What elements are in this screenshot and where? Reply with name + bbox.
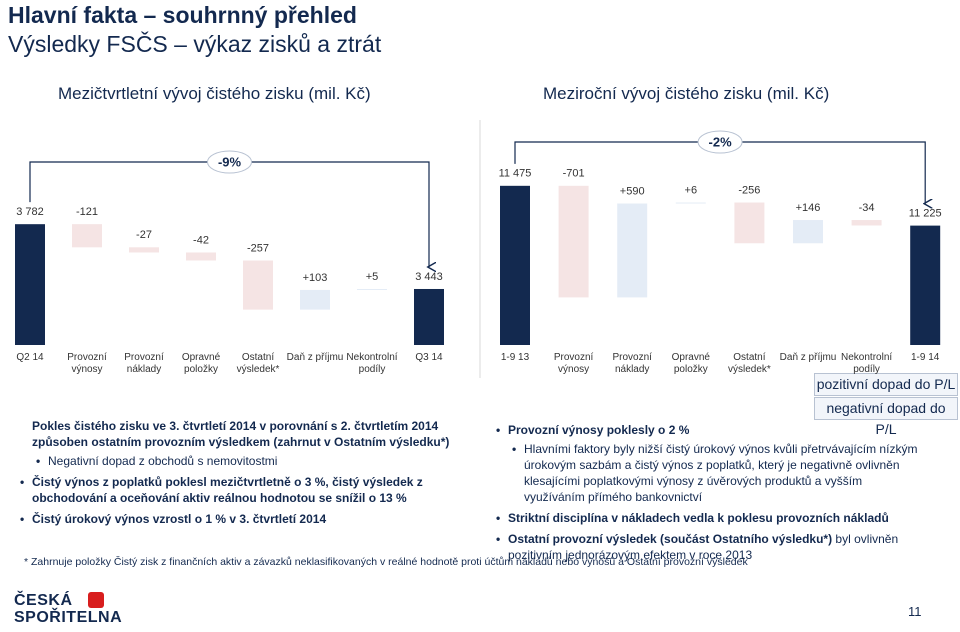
category-label: Provozní náklady [612, 352, 652, 375]
category-label: Daň z příjmu [779, 352, 837, 363]
bar [617, 203, 648, 298]
value-label: 3 443 [415, 271, 443, 283]
bar [734, 202, 765, 244]
bar [414, 288, 444, 345]
category-label: Nekontrolní podíly [346, 352, 398, 375]
bullet-text: Striktní disciplína v nákladech vedla k … [508, 511, 889, 525]
logo-line: ČESKÁ [14, 592, 73, 609]
category-label: Nekontrolní podíly [841, 352, 893, 375]
bullet-text: Ostatní provozní výsledek (součást Ostat… [508, 532, 833, 546]
annotation-badge [207, 150, 252, 174]
chart-title: Meziroční vývoj čistého zisku (mil. Kč) [543, 84, 830, 103]
value-label: +5 [366, 271, 379, 283]
category-label: Ostatní výsledek* [727, 352, 771, 375]
bullet-text: Provozní výnosy poklesly o 2 % [508, 423, 690, 437]
notes-left: Pokles čistého zisku ve 3. čtvrtletí 201… [20, 413, 452, 529]
annotation-badge [697, 130, 743, 154]
category-label: Q3 14 [415, 352, 443, 363]
bar [186, 252, 216, 261]
value-label: +103 [303, 272, 328, 284]
bar [558, 185, 589, 298]
bar [15, 224, 45, 345]
category-label: Provozní náklady [124, 352, 164, 375]
bullet-item: Pokles čistého zisku ve 3. čtvrtletí 201… [32, 418, 452, 450]
category-label: Opravné položky [181, 352, 221, 375]
bar [243, 260, 273, 310]
annotation: -2% [709, 134, 733, 149]
category-label: 1-9 14 [911, 352, 940, 363]
bullet-item: Striktní disciplína v nákladech vedla k … [496, 510, 918, 526]
notes-right: Provozní výnosy poklesly o 2 % Hlavními f… [496, 417, 918, 565]
bar [500, 185, 530, 345]
bar [793, 220, 823, 244]
logo: ČESKÁ SPOŘITELNA [14, 592, 122, 626]
category-label: Q2 14 [16, 352, 44, 363]
value-label: -257 [247, 242, 269, 254]
bullet-item: Čistý výnos z poplatků poklesl mezičtvrt… [20, 474, 452, 506]
category-label: Daň z příjmu [286, 352, 344, 363]
value-label: +6 [685, 184, 698, 196]
value-label: 11 225 [909, 208, 942, 220]
bullet-text: Čistý úrokový výnos vzrostl o 1 % v 3. č… [32, 512, 327, 526]
chart-title: Mezičtvrtletní vývoj čistého zisku (mil.… [58, 84, 371, 103]
category-label: 1-9 13 [500, 352, 530, 363]
bullet-item: Negativní dopad z obchodů s nemovitostmi [36, 453, 452, 469]
bullet-text: Pokles čistého zisku ve 3. čtvrtletí 201… [32, 419, 450, 449]
value-label: -121 [76, 206, 98, 218]
category-label: Provozní výnosy [67, 352, 107, 375]
bar [357, 288, 387, 290]
value-label: +590 [620, 185, 645, 197]
value-label: -701 [563, 168, 585, 180]
footnote: * Zahrnuje položky Čistý zisk z finanční… [24, 556, 748, 568]
slide-title: Hlavní fakta – souhrnný přehled [8, 2, 357, 28]
bullet-item: Ostatní provozní výsledek (součást Ostat… [496, 531, 918, 563]
category-label: Opravné položky [671, 352, 710, 375]
bullet-text: Hlavními faktory byly nižší čistý úrokov… [524, 442, 918, 504]
page-number: 11 [908, 604, 922, 619]
value-label: +146 [796, 202, 821, 214]
bar [851, 220, 882, 226]
value-label: -34 [859, 202, 875, 214]
bar [129, 247, 159, 253]
value-label: -256 [738, 184, 760, 196]
bar [72, 224, 102, 248]
value-label: -27 [136, 229, 152, 241]
value-label: -42 [193, 234, 209, 246]
legend-positive: pozitivní dopad do P/L [814, 373, 958, 396]
value-label: 11 475 [499, 168, 532, 180]
category-label: Provozní výnosy [553, 352, 594, 375]
annotation: -9% [218, 154, 242, 169]
slide-subtitle: Výsledky FSČS – výkaz zisků a ztrát [8, 31, 382, 57]
bar [300, 289, 330, 310]
value-label: 3 782 [16, 206, 44, 218]
bullet-text: Negativní dopad z obchodů s nemovitostmi [48, 454, 278, 468]
bullet-item: Provozní výnosy poklesly o 2 % [496, 422, 918, 438]
bar [910, 225, 941, 345]
logo-line: SPOŘITELNA [14, 609, 123, 626]
category-label: Ostatní výsledek* [236, 352, 280, 375]
bullet-item: Hlavními faktory byly nižší čistý úrokov… [512, 441, 918, 505]
bullet-text: Čistý výnos z poplatků poklesl mezičtvrt… [32, 475, 423, 505]
bullet-item: Čistý úrokový výnos vzrostl o 1 % v 3. č… [20, 511, 452, 527]
bar [675, 202, 706, 204]
bullet-text: byl ovlivněn pozitivním jednorázovým efe… [508, 532, 899, 562]
